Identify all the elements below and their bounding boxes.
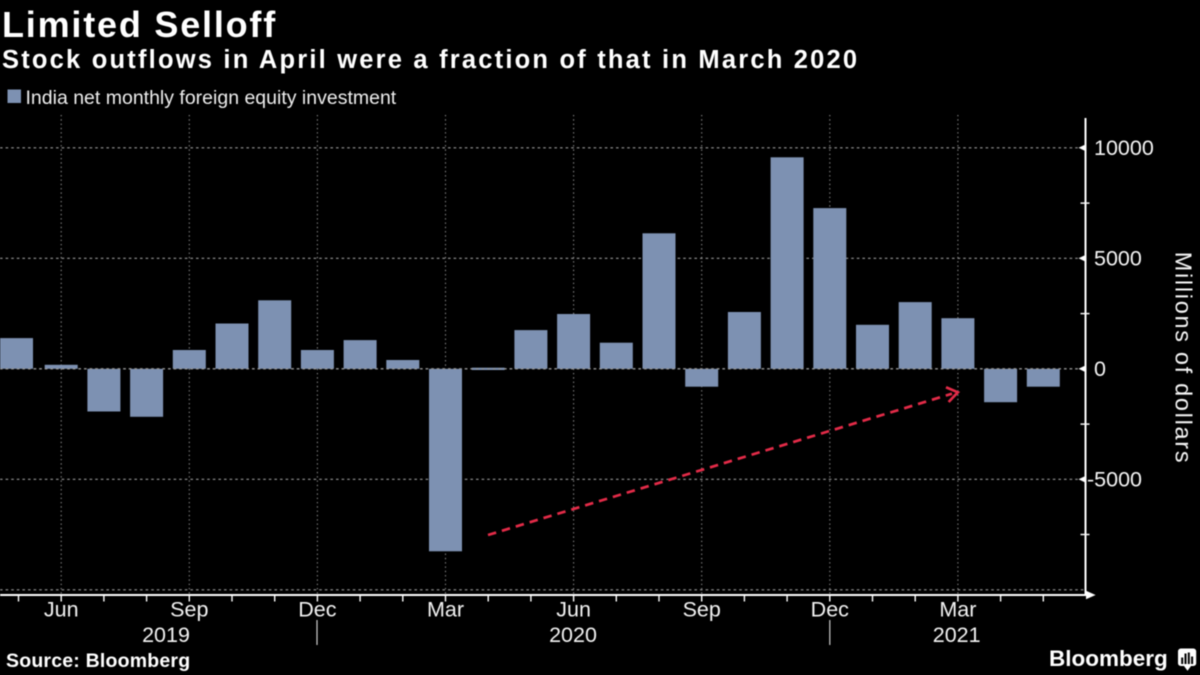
svg-text:Mar: Mar [427, 598, 464, 622]
svg-text:5000: 5000 [1094, 247, 1142, 271]
svg-text:0: 0 [1094, 357, 1106, 381]
svg-text:India net monthly foreign equi: India net monthly foreign equity investm… [26, 87, 397, 109]
svg-text:Limited Selloff: Limited Selloff [2, 4, 277, 45]
svg-text:Mar: Mar [939, 598, 976, 622]
svg-text:10000: 10000 [1094, 136, 1154, 160]
svg-text:Sep: Sep [170, 598, 208, 622]
svg-text:Jun: Jun [556, 598, 591, 622]
svg-text:Bloomberg: Bloomberg [1049, 646, 1168, 671]
svg-text:Stock outflows in April were a: Stock outflows in April were a fraction … [2, 46, 859, 74]
svg-text:Sep: Sep [683, 598, 721, 622]
svg-text:Dec: Dec [298, 598, 336, 622]
svg-text:Jun: Jun [44, 598, 79, 622]
svg-text:2019: 2019 [142, 623, 190, 647]
svg-text:Millions of dollars: Millions of dollars [1171, 252, 1197, 465]
svg-text:Dec: Dec [811, 598, 849, 622]
svg-text:Source: Bloomberg: Source: Bloomberg [6, 650, 190, 672]
svg-text:-5000: -5000 [1087, 468, 1142, 492]
svg-text:2020: 2020 [549, 623, 597, 647]
svg-text:2021: 2021 [933, 623, 981, 647]
